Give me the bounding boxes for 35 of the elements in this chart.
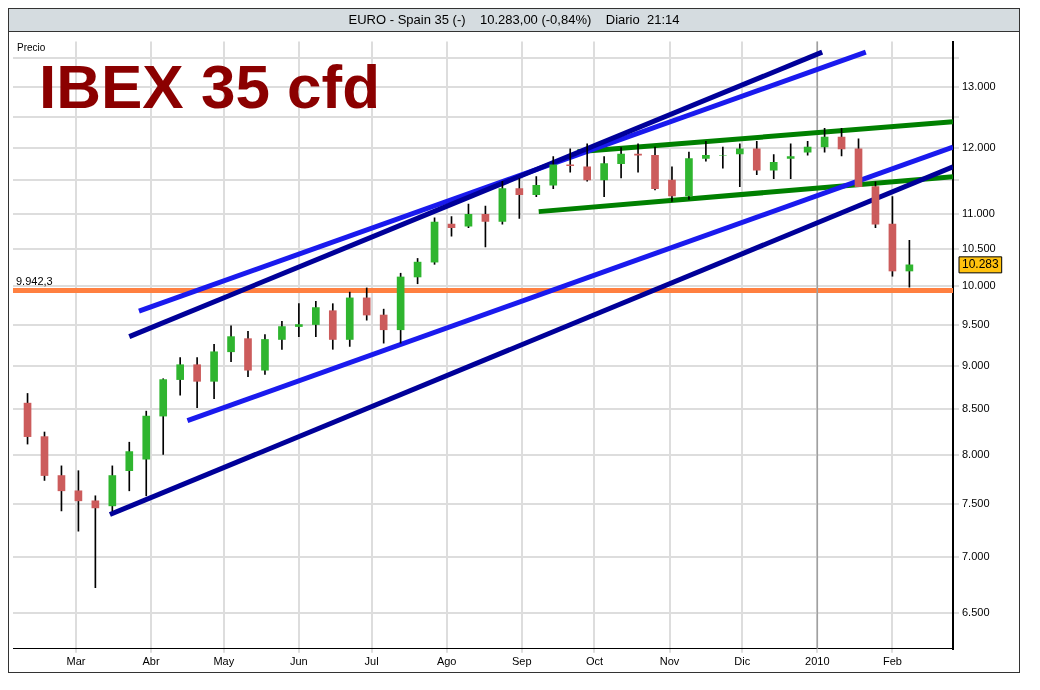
x-tick-label: Jun xyxy=(290,655,308,668)
y-axis-title: Precio xyxy=(17,42,46,54)
y-tick-label: 12.000 xyxy=(962,140,996,153)
candlestick xyxy=(735,143,744,187)
y-tick-label: 9.000 xyxy=(962,359,990,372)
candlestick xyxy=(702,141,710,162)
candlestick xyxy=(719,146,727,169)
y-tick-label: 10.000 xyxy=(962,279,996,292)
y-tick-label: 8.500 xyxy=(962,402,990,415)
candlestick xyxy=(634,143,642,173)
x-tick-label: Mar xyxy=(66,655,86,668)
chart-subtitle: EURO - Spain 35 (-) 10.283,00 (-0,84%) Diario 21:14 xyxy=(9,9,1019,32)
x-tick-label: Feb xyxy=(882,655,902,668)
y-tick-label: 9.500 xyxy=(962,317,990,330)
x-tick-label: Abr xyxy=(142,655,160,668)
x-tick-label: Jul xyxy=(364,655,379,668)
y-tick-label: 13.000 xyxy=(962,79,996,92)
text: 10.283 xyxy=(962,257,1000,272)
x-tick-label: Nov xyxy=(659,655,680,668)
x-tick-label: Dic xyxy=(734,655,751,668)
ref-line-label: 9.942,3 xyxy=(16,274,53,287)
y-tick-label: 7.000 xyxy=(962,549,990,562)
x-tick-label: Sep xyxy=(511,655,532,668)
x-tick-label: 2010 xyxy=(805,655,830,668)
x-tick-label: Oct xyxy=(585,655,604,668)
chart-title: IBEX 35 cfd xyxy=(39,51,381,121)
y-tick-label: 7.500 xyxy=(962,497,990,510)
candlestick xyxy=(786,143,795,179)
y-tick-label: 10.500 xyxy=(962,242,996,255)
y-tick-label: 6.500 xyxy=(962,605,990,618)
x-tick-label: Ago xyxy=(436,655,457,668)
y-tick-label: 11.000 xyxy=(962,206,995,219)
candlestick xyxy=(295,303,303,337)
x-tick-label: May xyxy=(213,655,235,668)
y-tick-label: 8.000 xyxy=(962,448,990,461)
